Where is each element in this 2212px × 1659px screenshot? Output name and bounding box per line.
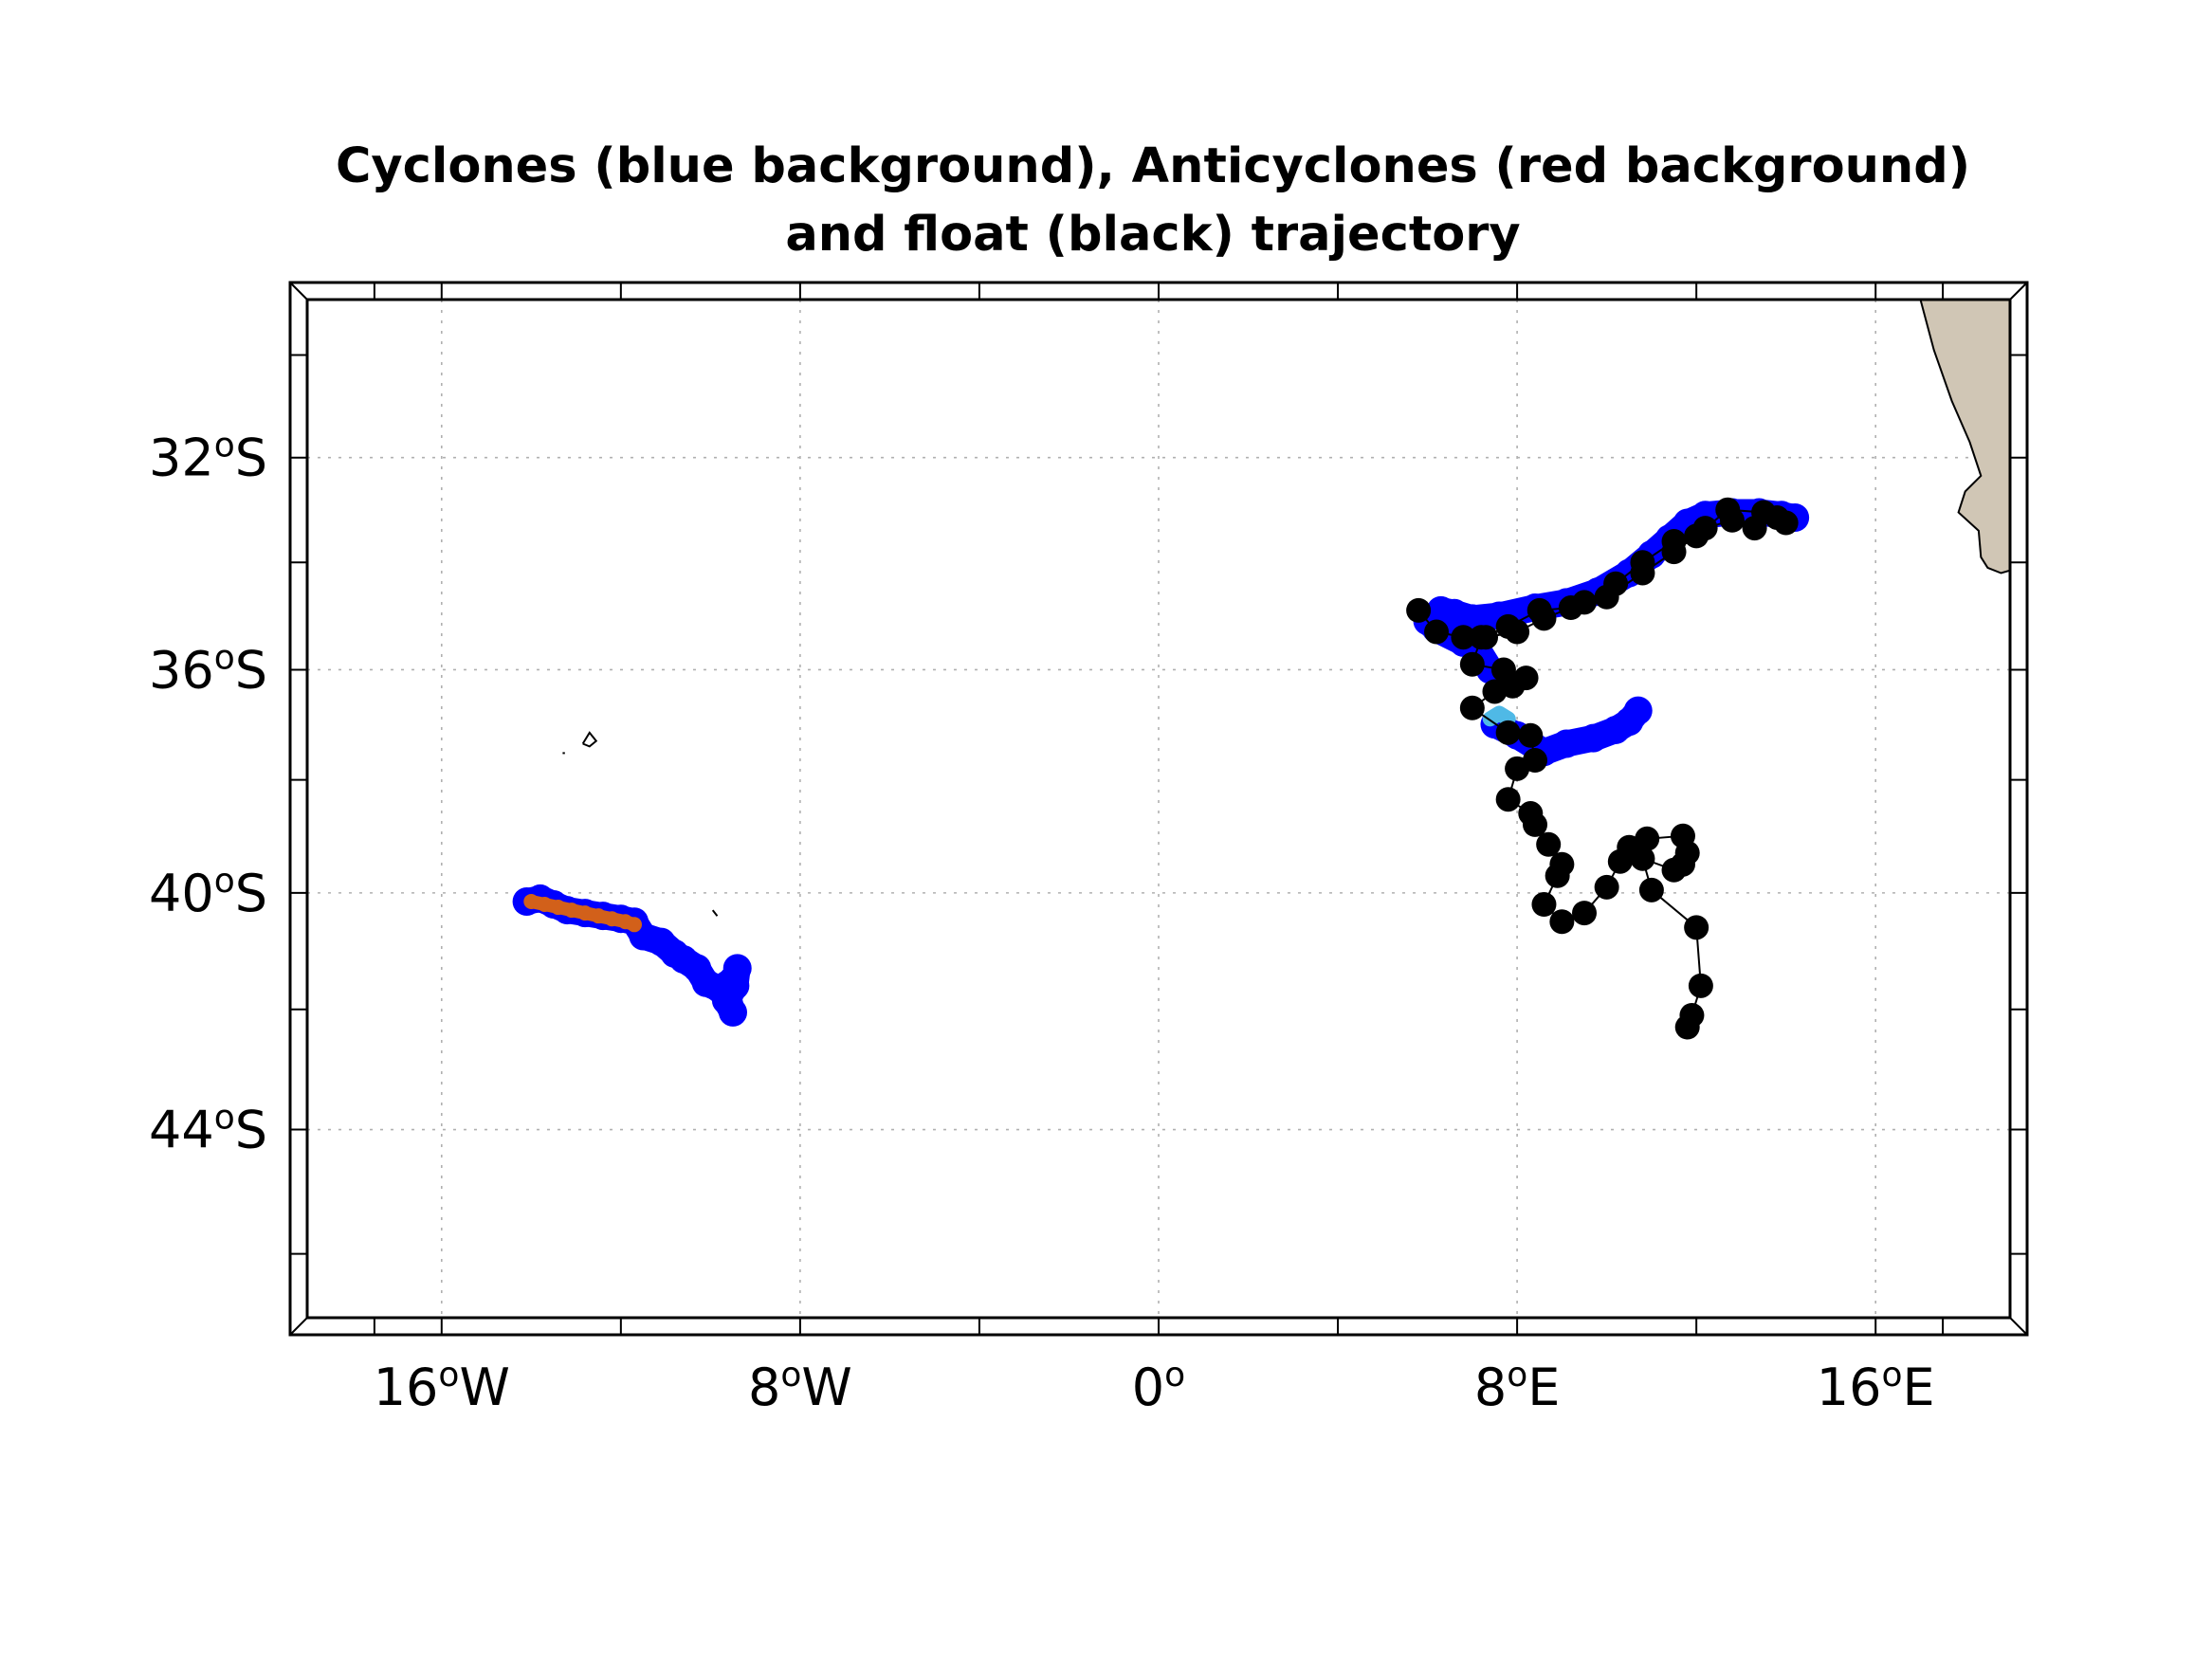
float-position-marker [1518,722,1544,748]
float-position-marker [1424,619,1450,645]
float-position-marker [1684,523,1709,549]
anticyclone-position [577,905,594,921]
float-position-marker [1523,811,1548,837]
float-position-marker [1495,720,1521,745]
float-position-marker [1773,510,1799,536]
float-position-marker [1594,874,1619,900]
float-position-marker [1638,877,1664,902]
anticyclone-position [563,902,579,919]
float-position-marker [1751,500,1777,525]
cyclone-position [1579,723,1608,753]
lat-tick-label: 44oS [149,1099,267,1160]
cyclone-position [722,954,752,983]
anticyclone-position [627,917,643,933]
float-position-marker [1688,973,1713,998]
lat-tick-label: 40oS [149,862,267,923]
float-position-marker [1495,787,1521,812]
frame-corner [2009,1317,2028,1336]
cyclone-position [1552,729,1581,758]
float-position-marker [1549,909,1575,935]
float-position-marker [1594,584,1619,610]
map-frame [288,281,2029,1337]
island-outline [711,909,719,917]
float-position-marker [1661,857,1687,883]
cyclone-position [1623,696,1653,725]
float-position-marker [1684,915,1709,940]
float-trajectory-layer [1406,497,1799,1040]
float-position-marker [1451,625,1476,650]
lat-tick-label: 36oS [149,638,267,700]
anticyclone-position [537,897,553,913]
float-position-marker [1674,1014,1700,1040]
lat-tick-label: 32oS [149,427,267,488]
float-position-marker [1459,651,1485,677]
inner-frame [305,298,2012,1320]
cyclone-track-light [1482,705,1516,727]
float-position-marker [1630,846,1655,871]
float-position-marker [1459,695,1485,720]
map-gridlines [307,300,2010,1318]
float-position-marker [1536,831,1562,857]
float-position-marker [1513,665,1539,691]
map-title-line-1: Cyclones (blue background), Anticyclones… [336,138,1970,194]
float-position-marker [1495,613,1521,639]
anticyclone-position [591,908,607,924]
lon-tick-label: 0o [1132,1356,1185,1417]
float-position-marker [1526,597,1552,623]
map-title-line-2: and float (black) trajectory [785,207,1520,263]
frame-corner [289,282,308,301]
float-position-marker [1545,863,1570,888]
lon-tick-label: 8oW [748,1356,852,1417]
float-position-marker [1505,756,1530,781]
land-layer [562,300,2010,917]
float-position-marker [1635,826,1660,851]
map-axis-ticks: 16oW 8oW 0o 8oE 16oE 32oS 36oS 40oS 44oS [149,427,1935,1417]
float-position-marker [1572,901,1597,926]
anticyclone-position [604,911,620,927]
float-position-marker [1715,497,1741,522]
float-position-marker [1558,595,1583,621]
float-position-marker [1630,560,1655,586]
anticyclone-position [550,900,566,916]
lon-tick-label: 8oE [1474,1356,1561,1417]
float-position-marker [1469,625,1494,650]
lon-tick-label: 16oW [374,1356,510,1417]
float-position-marker [1406,597,1432,623]
float-position-marker [1661,539,1687,565]
float-position-marker [1531,892,1557,918]
frame-corner [2009,282,2028,301]
anticyclone-position [523,893,539,909]
lon-tick-label: 16oE [1817,1356,1935,1417]
island-outline [581,731,598,748]
land-africa [1919,300,2010,574]
frame-corner [289,1317,308,1336]
float-position-marker [1482,679,1508,704]
